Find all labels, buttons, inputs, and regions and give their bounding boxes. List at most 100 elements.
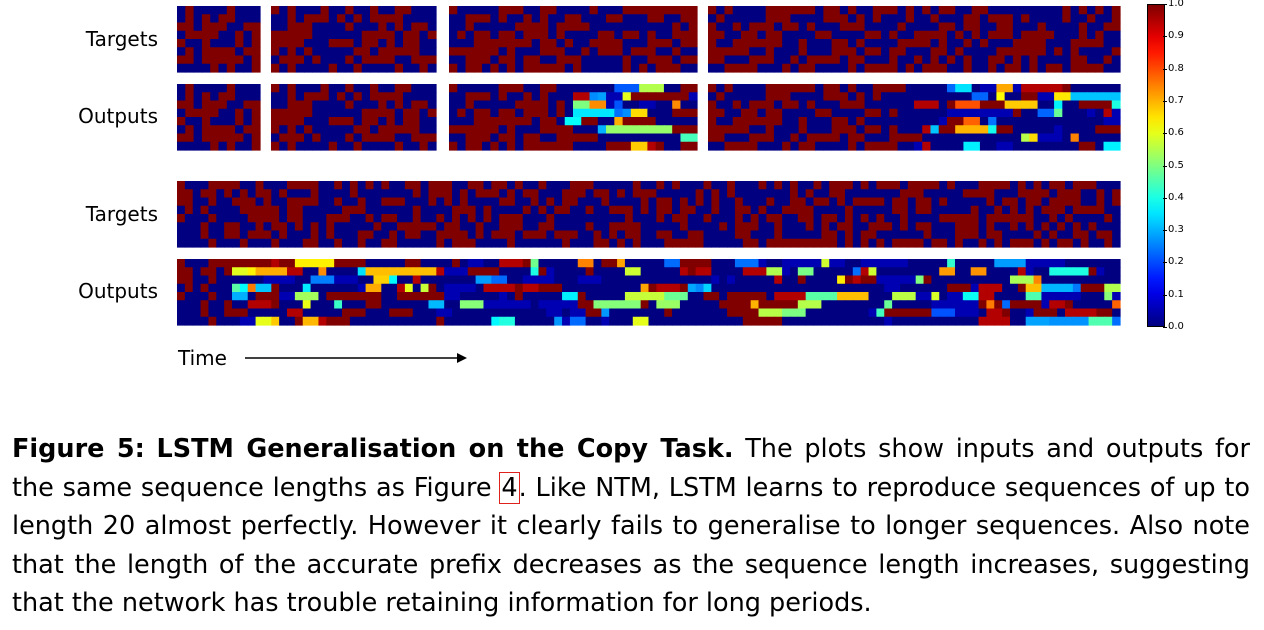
- heatmap-cell: [979, 92, 989, 102]
- heatmap-cell: [538, 300, 547, 310]
- heatmap-cell: [361, 14, 371, 24]
- heatmap-cell: [897, 39, 907, 48]
- heatmap-cell: [581, 63, 591, 73]
- heatmap-cell: [386, 39, 396, 48]
- heatmap-cell: [821, 189, 830, 199]
- heatmap-cell: [1072, 205, 1082, 215]
- heatmap-cell: [279, 133, 289, 143]
- heatmap-cell: [1037, 125, 1047, 135]
- heatmap-cell: [930, 92, 940, 102]
- heatmap-cell: [370, 108, 379, 118]
- heatmap-cell: [349, 292, 359, 301]
- heatmap-cell: [1002, 181, 1011, 190]
- heatmap-cell: [263, 205, 272, 215]
- row-label-outputs-top: Outputs: [78, 104, 158, 128]
- heatmap-cell: [750, 275, 760, 285]
- heatmap-cell: [201, 92, 211, 102]
- heatmap-cell: [263, 181, 272, 190]
- heatmap-cell: [601, 238, 610, 248]
- heatmap-cell: [955, 14, 965, 24]
- figure-reference-link[interactable]: 4: [499, 471, 520, 504]
- heatmap-cell: [444, 189, 453, 199]
- heatmap-cell: [703, 300, 712, 310]
- heatmap-cell: [589, 14, 599, 24]
- heatmap-cell: [349, 259, 359, 268]
- heatmap-cell: [732, 14, 742, 24]
- heatmap-cell: [872, 108, 882, 118]
- heatmap-cell: [365, 259, 375, 268]
- heatmap-cell: [1088, 259, 1098, 268]
- heatmap-cell: [622, 133, 632, 143]
- heatmap-cell: [798, 14, 808, 24]
- heatmap-cell: [403, 133, 412, 143]
- heatmap-cell: [839, 63, 849, 73]
- heatmap-cell: [573, 141, 582, 151]
- heatmap-cell: [1041, 197, 1050, 207]
- heatmap-cell: [397, 300, 406, 310]
- heatmap-cell: [856, 84, 866, 93]
- heatmap-cell: [201, 117, 211, 126]
- heatmap-cell: [593, 214, 602, 223]
- heatmap-cell: [884, 181, 893, 190]
- heatmap-cell: [996, 133, 1006, 143]
- heatmap-cell: [1004, 100, 1014, 110]
- heatmap-cell: [1012, 47, 1022, 57]
- heatmap-cell: [349, 316, 359, 326]
- heatmap-cell: [548, 108, 558, 118]
- heatmap-cell: [931, 259, 940, 268]
- heatmap-cell: [978, 238, 988, 248]
- heatmap-cell: [994, 292, 1003, 301]
- heatmap-cell: [251, 133, 261, 143]
- heatmap-cell: [216, 181, 225, 190]
- heatmap-cell: [475, 205, 485, 215]
- heatmap-cell: [844, 197, 854, 207]
- heatmap-cell: [247, 259, 257, 268]
- heatmap-cell: [365, 222, 375, 232]
- heatmap-cell: [251, 55, 261, 65]
- heatmap-cell: [593, 292, 602, 301]
- heatmap-cell: [954, 189, 964, 199]
- heatmap-cell: [1002, 222, 1011, 232]
- heatmap-cell: [538, 316, 547, 326]
- heatmap-cell: [647, 47, 657, 57]
- heatmap-cell: [687, 181, 697, 190]
- heatmap-cell: [1049, 214, 1058, 223]
- heatmap-cell: [523, 108, 533, 118]
- heatmap-cell: [192, 259, 202, 268]
- heatmap-cell: [782, 316, 791, 326]
- heatmap-cell: [235, 14, 244, 24]
- heatmap-cell: [420, 283, 430, 293]
- heatmap-cell: [208, 230, 217, 240]
- heatmap-cell: [750, 316, 760, 326]
- heatmap-cell: [680, 108, 690, 118]
- heatmap-cell: [491, 316, 500, 326]
- heatmap-cell: [208, 222, 217, 232]
- heatmap-cell: [271, 267, 280, 277]
- heatmap-cell: [498, 47, 508, 57]
- heatmap-cell: [515, 55, 524, 65]
- heatmap-cell: [860, 197, 870, 207]
- heatmap-cell: [1062, 125, 1072, 135]
- heatmap-cell: [404, 197, 414, 207]
- heatmap-cell: [679, 238, 689, 248]
- heatmap-cell: [614, 84, 624, 93]
- heatmap-cell: [243, 30, 253, 40]
- heatmap-cell: [647, 84, 657, 93]
- heatmap-cell: [978, 316, 988, 326]
- heatmap-cell: [394, 30, 404, 40]
- heatmap-cell: [310, 292, 320, 301]
- heatmap-cell: [546, 189, 555, 199]
- heatmap-cell: [732, 141, 742, 151]
- heatmap-cell: [556, 100, 566, 110]
- heatmap-cell: [1064, 316, 1074, 326]
- heatmap-cell: [279, 141, 289, 151]
- heatmap-cell: [247, 189, 257, 199]
- heatmap-cell: [1017, 238, 1027, 248]
- heatmap-cell: [630, 30, 640, 40]
- heatmap-cell: [1078, 30, 1088, 40]
- heatmap-cell: [243, 141, 253, 151]
- heatmap-cell: [742, 197, 752, 207]
- heatmap-cell: [679, 267, 689, 277]
- heatmap-cell: [923, 205, 932, 215]
- heatmap-cell: [554, 292, 563, 301]
